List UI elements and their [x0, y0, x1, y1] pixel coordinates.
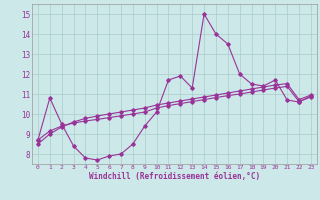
X-axis label: Windchill (Refroidissement éolien,°C): Windchill (Refroidissement éolien,°C) [89, 172, 260, 181]
